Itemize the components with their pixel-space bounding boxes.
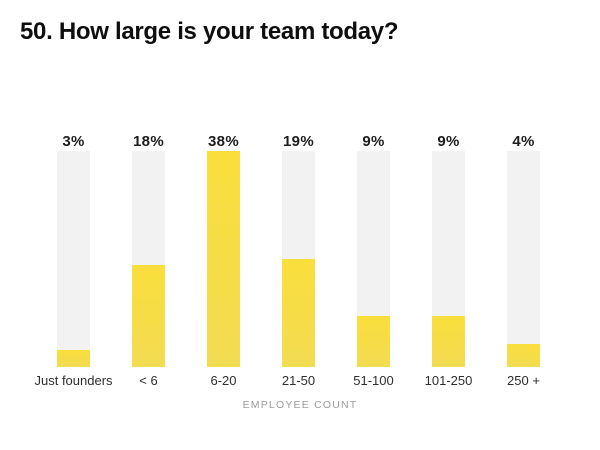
bar-value-label: 38% xyxy=(208,133,239,150)
bar-category-label: < 6 xyxy=(139,373,158,388)
bar-track xyxy=(507,151,540,367)
bar-category-label: 250 + xyxy=(507,373,540,388)
bar-track xyxy=(432,151,465,367)
bar-category-label: 6-20 xyxy=(210,373,237,388)
bar-fill xyxy=(132,265,165,367)
bar-value-label: 3% xyxy=(62,133,85,150)
bar-column: 4% 250 + xyxy=(486,133,561,388)
bar-value-label: 19% xyxy=(283,133,314,150)
bar-category-label: 101-250 xyxy=(424,373,473,388)
chart-title: 50. How large is your team today? xyxy=(20,18,399,45)
bar-column: 9% 51-100 xyxy=(336,133,411,388)
bar-column: 19% 21-50 xyxy=(261,133,336,388)
bar-chart: 3% Just founders 18% < 6 38% 6-20 19% 21-50 9% 51… xyxy=(34,133,561,388)
bar-value-label: 4% xyxy=(512,133,535,150)
bar-track xyxy=(132,151,165,367)
bar-column: 18% < 6 xyxy=(111,133,186,388)
bar-fill xyxy=(57,350,90,367)
bar-track xyxy=(357,151,390,367)
bar-category-label: 51-100 xyxy=(353,373,394,388)
bar-category-label: 21-50 xyxy=(281,373,316,388)
bar-column: 38% 6-20 xyxy=(186,133,261,388)
bar-track xyxy=(282,151,315,367)
bar-track xyxy=(57,151,90,367)
bar-column: 3% Just founders xyxy=(34,133,113,388)
bar-fill xyxy=(207,151,240,367)
bar-track xyxy=(207,151,240,367)
bar-value-label: 9% xyxy=(362,133,385,150)
bar-fill xyxy=(432,316,465,367)
bar-category-label: Just founders xyxy=(34,373,113,388)
bar-fill xyxy=(282,259,315,367)
bar-fill xyxy=(507,344,540,367)
x-axis-label: EMPLOYEE COUNT xyxy=(242,399,358,411)
bar-value-label: 9% xyxy=(437,133,460,150)
bar-fill xyxy=(357,316,390,367)
bar-value-label: 18% xyxy=(133,133,164,150)
bar-column: 9% 101-250 xyxy=(411,133,486,388)
